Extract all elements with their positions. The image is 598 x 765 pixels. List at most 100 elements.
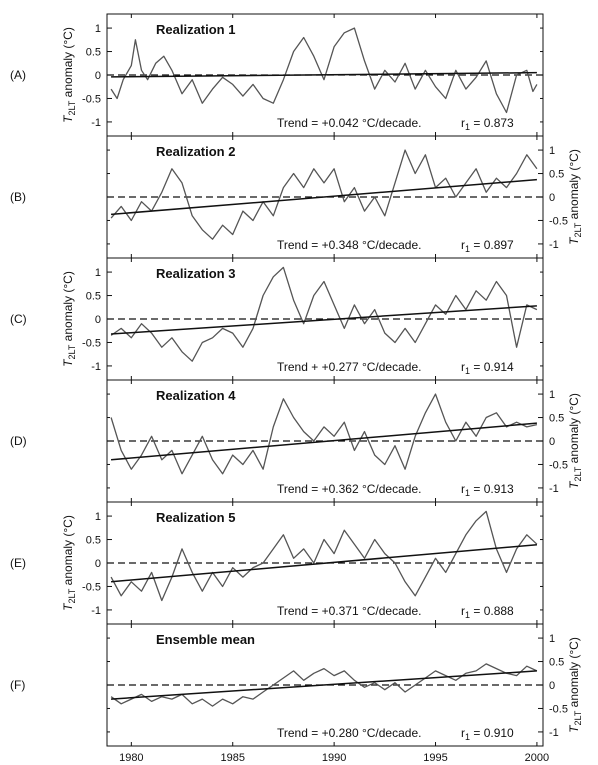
r1-value: = 0.888 — [470, 604, 514, 618]
r1-symbol: r — [461, 604, 465, 618]
y-tick-label: -1 — [91, 361, 101, 373]
panel-title: Realization 3 — [156, 266, 235, 281]
panel-label: (C) — [10, 312, 27, 326]
r1-value: = 0.913 — [470, 482, 514, 496]
r1-subscript: 1 — [465, 732, 470, 742]
r1-text: r1 = 0.888 — [461, 604, 514, 620]
x-tick-label: 1990 — [322, 752, 346, 764]
y-tick-label: 1 — [95, 23, 101, 35]
trend-text: Trend = +0.280 °C/decade. — [277, 726, 421, 740]
y-tick-label: -1 — [549, 239, 559, 251]
y-axis-title: T2LT anomaly (°C) — [567, 149, 583, 245]
panel-label: (E) — [10, 556, 26, 570]
r1-value: = 0.897 — [470, 238, 514, 252]
y-tick-label: 1 — [95, 511, 101, 523]
x-tick-label: 1985 — [220, 752, 244, 764]
y-axis-title: T2LT anomaly (°C) — [61, 515, 77, 611]
y-axis-title-rest: anomaly (°C) — [567, 637, 581, 710]
y-axis-title-rest: anomaly (°C) — [567, 149, 581, 222]
y-axis-title: T2LT anomaly (°C) — [567, 393, 583, 489]
r1-value: = 0.910 — [470, 726, 514, 740]
r1-symbol: r — [461, 116, 465, 130]
panel-d: -1 -0.5 0 0.5 1 Realization 4 Trend = +0.362 °… — [10, 379, 583, 503]
y-axis-title-rest: anomaly (°C) — [567, 393, 581, 466]
trend-text: Trend = +0.362 °C/decade. — [277, 482, 421, 496]
r1-subscript: 1 — [465, 610, 470, 620]
r1-text: r1 = 0.914 — [461, 360, 514, 376]
y-tick-label: -1 — [91, 117, 101, 129]
panel-label: (F) — [10, 678, 25, 692]
trend-text: Trend = +0.042 °C/decade. — [277, 116, 421, 130]
panel-a: -1 -0.5 0 0.5 1 Realization 1 Trend = +0.042 °… — [10, 13, 544, 137]
y-axis-title-sub: 2LT — [67, 588, 77, 603]
r1-text: r1 = 0.913 — [461, 482, 514, 498]
y-axis-title-sub: 2LT — [573, 466, 583, 481]
y-tick-label: -1 — [91, 605, 101, 617]
trend-line — [111, 670, 537, 700]
panel-label: (A) — [10, 68, 26, 82]
x-tick-label: 2000 — [525, 752, 549, 764]
y-tick-label: -1 — [549, 483, 559, 495]
panel-title: Realization 1 — [156, 22, 235, 37]
r1-symbol: r — [461, 726, 465, 740]
r1-subscript: 1 — [465, 122, 470, 132]
r1-symbol: r — [461, 238, 465, 252]
anomaly-series-line — [110, 27, 538, 114]
x-tick-label: 1995 — [423, 752, 447, 764]
trend-line — [110, 178, 537, 216]
r1-subscript: 1 — [465, 488, 470, 498]
y-axis-title-sub: 2LT — [573, 710, 583, 725]
r1-text: r1 = 0.873 — [461, 116, 514, 132]
trend-line — [111, 305, 537, 335]
y-axis-title-sub: 2LT — [67, 344, 77, 359]
trend-text: Trend = +0.348 °C/decade. — [277, 238, 421, 252]
y-axis-title-main: T — [567, 724, 581, 733]
y-tick-label: -0.5 — [82, 581, 101, 593]
y-axis-title-main: T — [567, 236, 581, 245]
y-tick-label: -0.5 — [82, 93, 101, 105]
panel-c: -1 -0.5 0 0.5 1 Realization 3 Trend + +0.277 °… — [10, 257, 544, 381]
y-tick-label: -0.5 — [82, 337, 101, 349]
y-tick-label: -1 — [549, 727, 559, 739]
r1-text: r1 = 0.897 — [461, 238, 514, 254]
y-tick-label: 0 — [95, 558, 101, 570]
trend-text: Trend = +0.371 °C/decade. — [277, 604, 421, 618]
anomaly-series-line — [110, 393, 538, 475]
panel-b: -1 -0.5 0 0.5 1 Realization 2 Trend = +0.348 °… — [10, 135, 583, 259]
anomaly-series-line — [110, 266, 538, 362]
panel-title: Realization 2 — [156, 144, 235, 159]
panel-title: Ensemble mean — [156, 632, 255, 647]
y-axis-title-sub: 2LT — [573, 222, 583, 237]
y-tick-label: 0 — [549, 436, 555, 448]
panel-label: (D) — [10, 434, 27, 448]
trend-line — [111, 71, 537, 78]
y-axis-title: T2LT anomaly (°C) — [61, 271, 77, 367]
panel-e: -1 -0.5 0 0.5 1 Realization 5 Trend = +0.371 °… — [10, 501, 544, 625]
r1-value: = 0.873 — [470, 116, 514, 130]
anomaly-series-line — [110, 149, 538, 240]
y-tick-label: 1 — [95, 267, 101, 279]
y-axis-title-sub: 2LT — [67, 100, 77, 115]
trend-line — [110, 543, 537, 583]
r1-text: r1 = 0.910 — [461, 726, 514, 742]
anomaly-series-line — [110, 510, 538, 602]
y-tick-label: -0.5 — [549, 459, 568, 471]
r1-subscript: 1 — [465, 244, 470, 254]
y-axis-title: T2LT anomaly (°C) — [567, 637, 583, 733]
y-tick-label: 0.5 — [86, 47, 101, 59]
y-tick-label: 0 — [95, 70, 101, 82]
y-tick-label: 0.5 — [549, 413, 564, 425]
y-axis-title-rest: anomaly (°C) — [61, 271, 75, 344]
y-axis-title-rest: anomaly (°C) — [61, 27, 75, 100]
y-tick-label: 0.5 — [86, 535, 101, 547]
y-axis-title-rest: anomaly (°C) — [61, 515, 75, 588]
panel-title: Realization 5 — [156, 510, 235, 525]
panel-label: (B) — [10, 190, 26, 204]
y-axis-title: T2LT anomaly (°C) — [61, 27, 77, 123]
y-tick-label: 1 — [549, 389, 555, 401]
trend-text: Trend + +0.277 °C/decade. — [277, 360, 421, 374]
y-axis-title-main: T — [61, 358, 75, 367]
y-tick-label: 1 — [549, 633, 555, 645]
y-tick-label: -0.5 — [549, 215, 568, 227]
